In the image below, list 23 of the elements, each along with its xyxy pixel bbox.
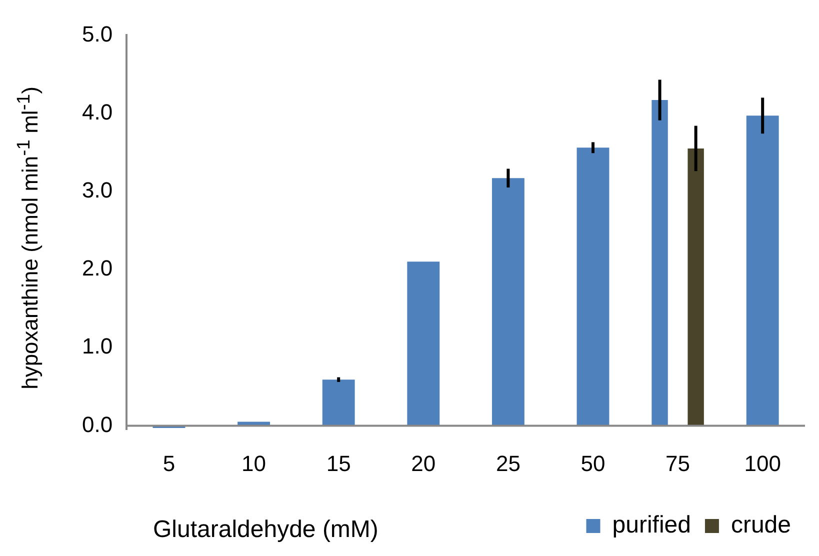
bar <box>492 178 524 426</box>
x-tick-label: 100 <box>744 450 781 476</box>
x-tick-label: 5 <box>162 450 176 476</box>
x-axis-title: Glutaraldehyde (mM) <box>153 516 378 544</box>
legend-label: purified <box>612 512 691 539</box>
x-tick-label: 50 <box>580 450 606 476</box>
bar <box>322 380 355 426</box>
bar <box>746 116 779 426</box>
bar <box>407 262 440 426</box>
x-tick-label: 20 <box>411 450 436 476</box>
y-tick-label: 1.0 <box>82 334 113 359</box>
legend-label: crude <box>730 512 792 539</box>
x-tick-label: 25 <box>496 450 520 476</box>
x-tick-label: 10 <box>242 450 266 476</box>
bar <box>688 148 704 426</box>
x-tick-label: 15 <box>326 450 351 476</box>
y-tick-label: 4.0 <box>82 99 113 124</box>
y-tick-label: 2.0 <box>82 256 113 281</box>
bar <box>576 148 610 426</box>
x-tick-label: 75 <box>666 450 690 476</box>
y-tick-label: 0.0 <box>82 412 113 437</box>
y-tick-label: 5.0 <box>82 21 113 46</box>
y-tick-label: 3.0 <box>82 177 113 202</box>
